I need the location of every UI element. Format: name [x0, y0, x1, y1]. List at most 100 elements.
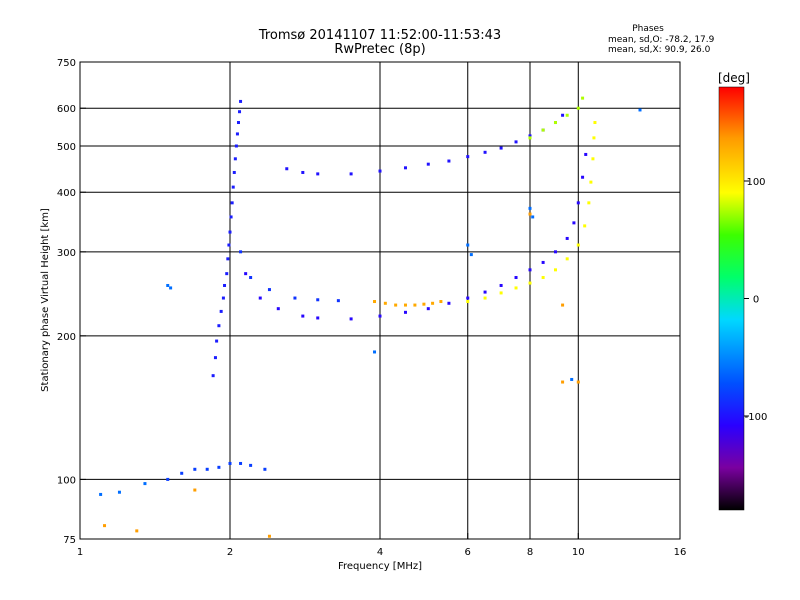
data-point	[576, 380, 580, 384]
data-point	[226, 257, 230, 261]
data-point	[561, 380, 565, 384]
data-point	[301, 170, 305, 174]
data-point	[570, 377, 574, 381]
data-point	[221, 296, 225, 300]
data-point	[514, 286, 518, 290]
y-tick-label: 100	[57, 475, 76, 486]
x-tick-label: 4	[377, 547, 383, 558]
phase-stats-o: mean, sd,O: -78.2, 17.9	[608, 35, 715, 45]
colorbar-label: [deg]	[718, 71, 750, 85]
data-point	[227, 243, 231, 247]
data-point	[592, 136, 596, 140]
x-tick-label: 6	[465, 547, 471, 558]
data-point	[514, 140, 518, 144]
data-point	[166, 283, 170, 287]
data-point	[466, 243, 470, 247]
data-point	[249, 276, 253, 280]
data-point	[239, 250, 243, 254]
x-tick-label: 8	[527, 547, 533, 558]
data-point	[553, 250, 557, 254]
data-point	[244, 272, 248, 276]
data-point	[349, 317, 353, 321]
y-tick-label: 600	[57, 104, 76, 115]
data-point	[581, 96, 585, 100]
data-point	[205, 467, 209, 471]
data-point	[263, 467, 267, 471]
data-point	[211, 374, 215, 378]
colorbar	[718, 86, 745, 511]
data-point	[403, 166, 407, 170]
chart-title: Tromsø 20141107 11:52:00-11:53:43	[258, 28, 501, 43]
data-point	[180, 471, 184, 475]
data-point	[528, 136, 532, 140]
y-tick-label: 200	[57, 332, 76, 343]
x-tick-label: 16	[674, 547, 687, 558]
data-point	[576, 201, 580, 205]
data-point	[293, 296, 297, 300]
data-point	[316, 298, 320, 302]
data-point	[514, 276, 518, 280]
data-point	[426, 162, 430, 166]
data-point	[373, 300, 377, 304]
data-point	[235, 132, 239, 136]
data-point	[233, 157, 237, 161]
colorbar-tick-label: 100	[746, 177, 765, 188]
data-point	[232, 170, 236, 174]
data-point	[593, 121, 597, 125]
data-point	[561, 303, 565, 307]
data-point	[528, 134, 532, 138]
data-point	[499, 291, 503, 295]
data-point	[336, 299, 340, 303]
y-tick-label: 400	[57, 188, 76, 199]
data-point	[217, 465, 221, 469]
data-point	[483, 150, 487, 154]
data-points	[99, 96, 642, 538]
y-tick-label: 300	[57, 248, 76, 259]
data-point	[431, 301, 435, 305]
data-point	[483, 290, 487, 294]
data-point	[225, 272, 229, 276]
data-point	[541, 276, 545, 280]
data-point	[422, 302, 426, 306]
data-point	[316, 172, 320, 176]
data-point	[589, 180, 593, 184]
data-point	[439, 300, 443, 304]
data-point	[413, 303, 417, 307]
data-point	[373, 350, 377, 354]
data-point	[528, 268, 532, 272]
data-point	[238, 110, 242, 114]
data-point	[219, 309, 223, 313]
data-point	[581, 175, 585, 179]
data-point	[231, 185, 235, 189]
data-point	[117, 490, 121, 494]
data-point	[166, 477, 170, 481]
data-point	[466, 300, 470, 304]
x-tick-label: 1	[77, 547, 83, 558]
data-point	[349, 172, 353, 176]
data-point	[499, 146, 503, 150]
data-point	[591, 157, 595, 161]
data-point	[276, 307, 280, 311]
data-point	[378, 314, 382, 318]
data-point	[541, 260, 545, 264]
data-point	[528, 212, 532, 216]
data-point	[583, 224, 587, 228]
data-point	[565, 236, 569, 240]
data-point	[576, 243, 580, 247]
data-point	[553, 121, 557, 125]
data-point	[193, 488, 197, 492]
data-point	[228, 461, 232, 465]
data-point	[565, 113, 569, 117]
y-axis-label: Stationary phase Virtual Height [km]	[40, 208, 51, 392]
data-point	[561, 113, 565, 117]
colorbar-tick-label: 0	[753, 295, 759, 306]
data-point	[638, 108, 642, 112]
data-point	[103, 524, 107, 528]
data-point	[193, 467, 197, 471]
data-point	[426, 307, 430, 311]
y-tick-label: 500	[57, 142, 76, 153]
data-point	[576, 106, 580, 110]
data-point	[469, 253, 473, 257]
data-point	[483, 296, 487, 300]
